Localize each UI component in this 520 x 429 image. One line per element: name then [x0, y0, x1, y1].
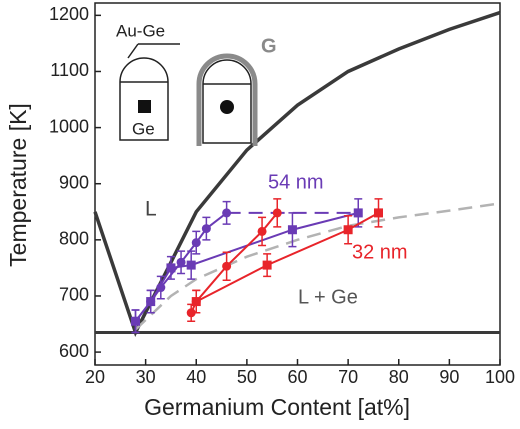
- x-tick-label: 60: [287, 367, 307, 387]
- annotation: 54 nm: [268, 171, 324, 193]
- data-point: [191, 238, 201, 248]
- y-tick-label: 1100: [50, 60, 89, 80]
- series-line: [134, 202, 501, 331]
- y-tick-label: 700: [59, 285, 89, 305]
- x-tick-label: 50: [237, 367, 257, 387]
- data-point: [166, 263, 176, 273]
- annotation: L: [145, 198, 157, 221]
- x-tick-label: 70: [338, 367, 358, 387]
- data-point: [201, 224, 211, 234]
- data-point: [131, 316, 140, 326]
- y-tick-label: 900: [59, 172, 89, 192]
- data-point: [186, 260, 196, 270]
- data-point: [257, 226, 267, 236]
- data-point: [374, 208, 383, 218]
- data-point: [343, 225, 353, 235]
- annotation: L + Ge: [298, 286, 358, 308]
- data-point: [262, 260, 272, 270]
- data-point: [176, 257, 186, 267]
- x-tick-label: 90: [439, 367, 459, 387]
- x-tick-label: 80: [389, 367, 409, 387]
- data-point: [353, 208, 363, 218]
- y-tick-label: 1000: [49, 116, 89, 136]
- x-tick-label: 40: [186, 367, 206, 387]
- data-point: [222, 208, 232, 218]
- data-point: [222, 261, 232, 271]
- y-tick-label: 600: [59, 341, 89, 361]
- series-line: [195, 212, 379, 303]
- data-point: [287, 225, 297, 235]
- x-axis-label: Germanium Content [at%]: [144, 394, 410, 420]
- y-axis-label: Temperature [K]: [5, 103, 31, 267]
- data-point: [272, 208, 282, 218]
- x-tick-label: 30: [136, 367, 156, 387]
- data-point: [191, 297, 201, 307]
- inset-left: [119, 43, 180, 141]
- inset-label: Au-Ge: [116, 21, 165, 40]
- inset-label: G: [261, 35, 277, 57]
- x-tick-label: 20: [85, 367, 105, 387]
- inset-label: Ge: [132, 119, 155, 138]
- inset-right: [196, 53, 258, 146]
- data-point: [146, 297, 156, 307]
- x-tick-label: 100: [485, 367, 515, 387]
- y-tick-label: 1200: [49, 4, 89, 24]
- y-tick-label: 800: [59, 229, 89, 249]
- data-point: [186, 308, 196, 318]
- annotation: 32 nm: [352, 241, 408, 263]
